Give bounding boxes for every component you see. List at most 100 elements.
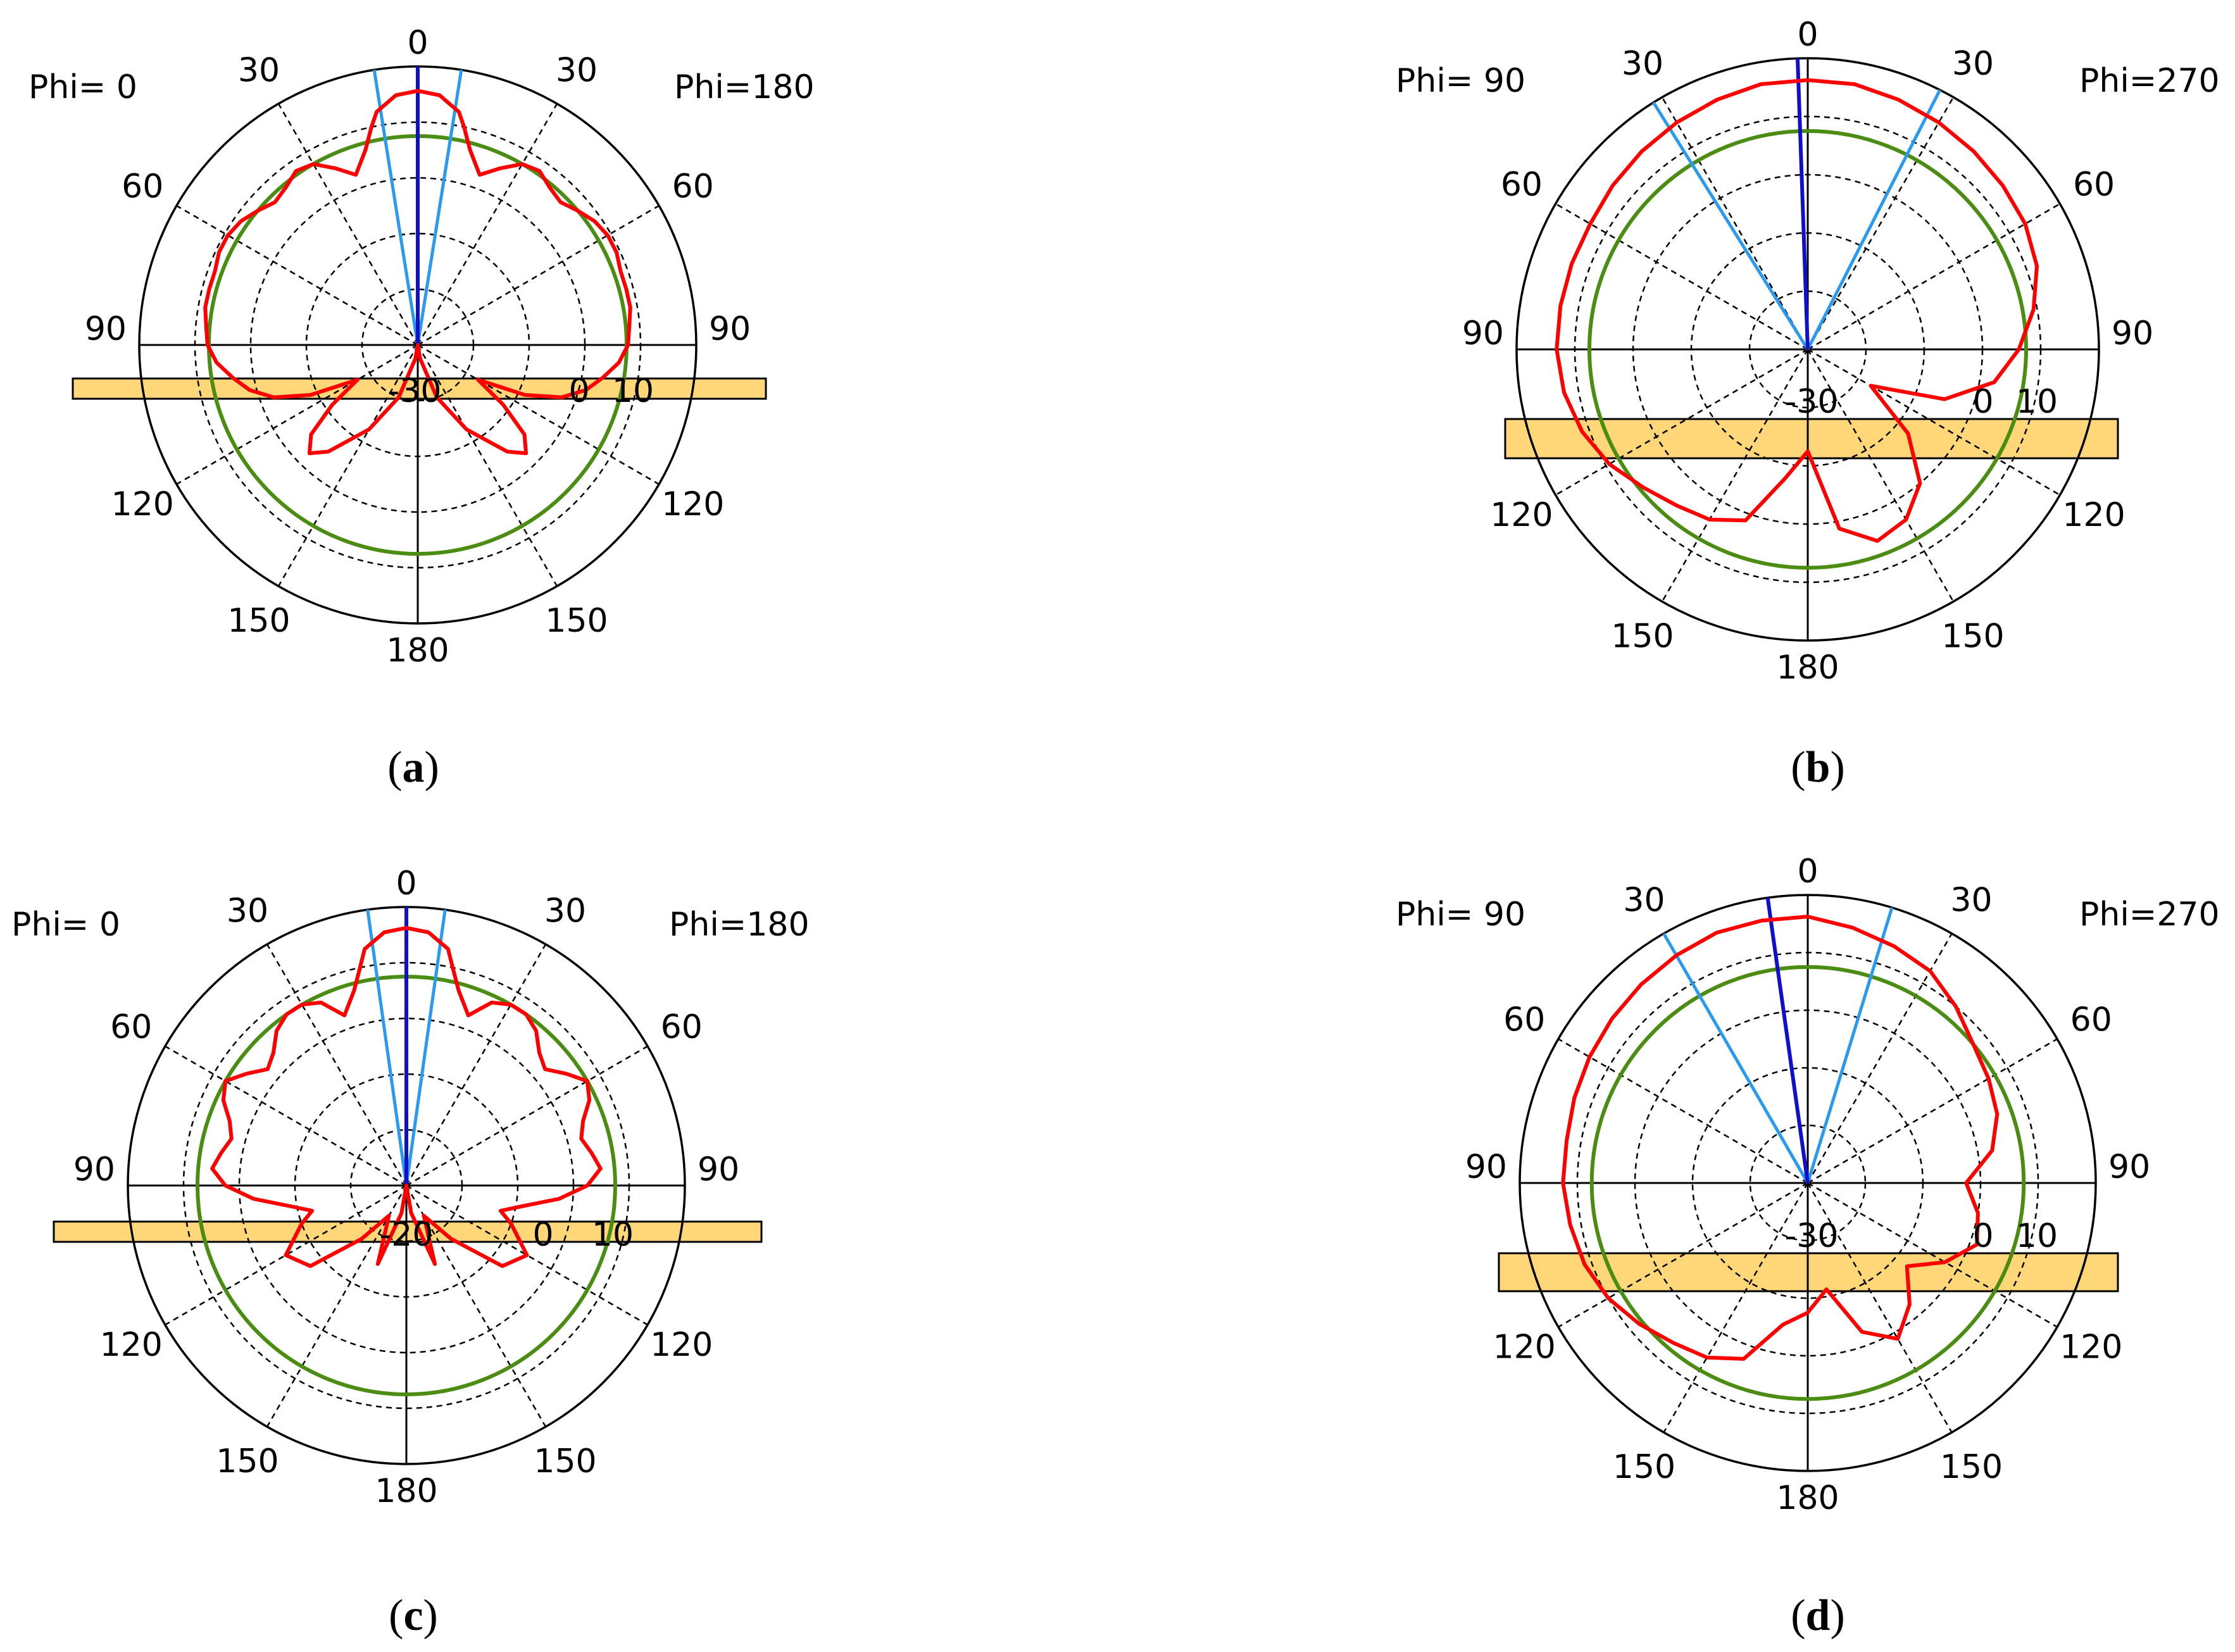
- radial-tick-label: 0: [1972, 1217, 1993, 1255]
- angle-tick-label: 30: [556, 51, 598, 89]
- polar-panel-a: Phi= 0 Phi=180 (a) 0 30 30 60 60 90 90 120 120 15…: [28, 24, 815, 792]
- reference-circle: [1589, 965, 2026, 1401]
- angle-tick-label: 30: [1950, 881, 1992, 919]
- grid-spoke: [416, 103, 558, 346]
- angle-tick-label: 120: [2060, 1329, 2122, 1367]
- angle-tick-label: 180: [1776, 649, 1839, 687]
- main-beam-line: [1795, 58, 1810, 350]
- angle-tick-label: 30: [1622, 45, 1663, 83]
- beam-edge-line: [404, 909, 447, 1186]
- angle-tick-label: 90: [73, 1151, 115, 1189]
- phi-left-label: Phi= 90: [1396, 896, 1525, 934]
- phi-left-label: Phi= 0: [11, 906, 120, 944]
- grid-spoke: [1661, 349, 1809, 602]
- angle-tick-label: 60: [1503, 1001, 1545, 1039]
- radial-tick-label: 10: [2016, 383, 2058, 421]
- outer-ring: [1518, 894, 2097, 1472]
- angle-tick-label: 30: [544, 892, 586, 930]
- beam-edge-line: [372, 70, 420, 346]
- angle-tick-label: 60: [1501, 166, 1543, 204]
- grid-spoke: [1806, 97, 1955, 350]
- radial-tick-label: 10: [612, 372, 654, 410]
- angle-tick-label: 30: [1623, 881, 1665, 919]
- polar-panel-b: Phi= 90 Phi=270 (b) 0 30 30 60 60 90 90 120 120 1…: [1396, 16, 2220, 792]
- angle-tick-label: 0: [1797, 853, 1818, 891]
- grid-spoke: [1558, 1182, 1808, 1328]
- radial-tick-label: -30: [388, 372, 442, 410]
- angle-tick-label: 120: [1493, 1329, 1556, 1367]
- angle-tick-label: 90: [1462, 315, 1504, 353]
- ground-plane-bar: [53, 1220, 763, 1243]
- angle-tick-label: 150: [1611, 617, 1674, 655]
- beam-edge-line: [1652, 101, 1810, 351]
- angle-tick-label: 150: [545, 602, 608, 640]
- panel-caption: (a): [387, 743, 439, 792]
- main-beam-line: [1765, 898, 1810, 1184]
- radial-tick-label: 0: [1972, 383, 1993, 421]
- grid-spoke: [1555, 203, 1808, 351]
- grid-spoke: [406, 1045, 648, 1187]
- angle-tick-label: 120: [1490, 496, 1553, 534]
- angle-tick-label: 90: [698, 1151, 739, 1189]
- angle-tick-label: 90: [85, 310, 127, 348]
- radiation-pattern-curve: [1555, 78, 2039, 543]
- angle-tick-label: 60: [110, 1008, 152, 1046]
- angle-tick-label: 150: [1613, 1448, 1675, 1486]
- phi-right-label: Phi=180: [669, 906, 810, 944]
- beam-edge-line: [1806, 89, 1942, 351]
- grid-spoke: [1806, 933, 1953, 1184]
- beam-edge-line: [366, 909, 408, 1186]
- polar-panel-c: Phi= 0 Phi=180 (c) 0 30 30 60 60 90 90 120 120 15…: [11, 865, 810, 1640]
- angle-tick-label: 0: [396, 865, 416, 903]
- radial-tick-label: -20: [380, 1216, 434, 1254]
- radial-tick-label: 10: [2016, 1217, 2058, 1255]
- angle-tick-label: 120: [100, 1326, 163, 1364]
- angle-tick-label: 30: [1952, 45, 1994, 83]
- angle-tick-label: 150: [534, 1442, 596, 1480]
- angle-tick-label: 0: [407, 24, 428, 62]
- radial-tick-label: 0: [532, 1216, 553, 1254]
- angle-tick-label: 90: [2112, 315, 2153, 353]
- angle-tick-label: 30: [238, 51, 280, 89]
- grid-spoke: [1663, 1182, 1809, 1433]
- radial-tick-label: 0: [568, 372, 589, 410]
- panel-caption: (b): [1791, 743, 1845, 792]
- angle-tick-label: 90: [709, 310, 751, 348]
- grid-spoke: [1806, 1182, 1953, 1433]
- panel-caption: (d): [1791, 1591, 1845, 1640]
- grid-spoke: [1807, 348, 2060, 496]
- angle-tick-label: 120: [650, 1326, 713, 1364]
- grid-spoke: [165, 1045, 407, 1187]
- grid-spoke: [1558, 1038, 1808, 1184]
- grid-spoke: [277, 103, 419, 346]
- angle-tick-label: 150: [1941, 617, 2004, 655]
- angle-tick-label: 30: [227, 892, 268, 930]
- ground-plane-bar: [72, 377, 767, 400]
- grid-spoke: [1807, 203, 2060, 351]
- grid-spoke: [1806, 349, 1955, 602]
- angle-tick-label: 60: [2070, 1001, 2112, 1039]
- radial-tick-label: 10: [592, 1216, 634, 1254]
- panel-caption: (c): [389, 1591, 438, 1640]
- grid-spoke: [1555, 348, 1808, 496]
- angle-tick-label: 150: [227, 602, 290, 640]
- angle-tick-label: 120: [661, 485, 724, 523]
- angle-tick-label: 150: [1940, 1448, 2003, 1486]
- angle-tick-label: 120: [111, 485, 174, 523]
- angle-tick-label: 150: [216, 1442, 279, 1480]
- radiation-pattern-curve: [210, 926, 603, 1268]
- phi-left-label: Phi= 0: [28, 68, 137, 106]
- angle-tick-label: 90: [1465, 1148, 1507, 1186]
- phi-right-label: Phi=180: [674, 68, 815, 106]
- angle-tick-label: 60: [122, 168, 163, 206]
- angle-tick-label: 0: [1797, 16, 1818, 54]
- phi-left-label: Phi= 90: [1396, 62, 1525, 100]
- grid-spoke: [266, 944, 408, 1186]
- grid-spoke: [1661, 97, 1809, 350]
- radial-tick-label: -30: [1785, 1217, 1839, 1255]
- grid-spoke: [1807, 1182, 2058, 1328]
- outer-ring: [1515, 57, 2100, 642]
- polar-panel-d: Phi= 90 Phi=270 (d) 0 30 30 60 60 90 90 120 120 1…: [1396, 853, 2220, 1640]
- grid-spoke: [1807, 1038, 2058, 1184]
